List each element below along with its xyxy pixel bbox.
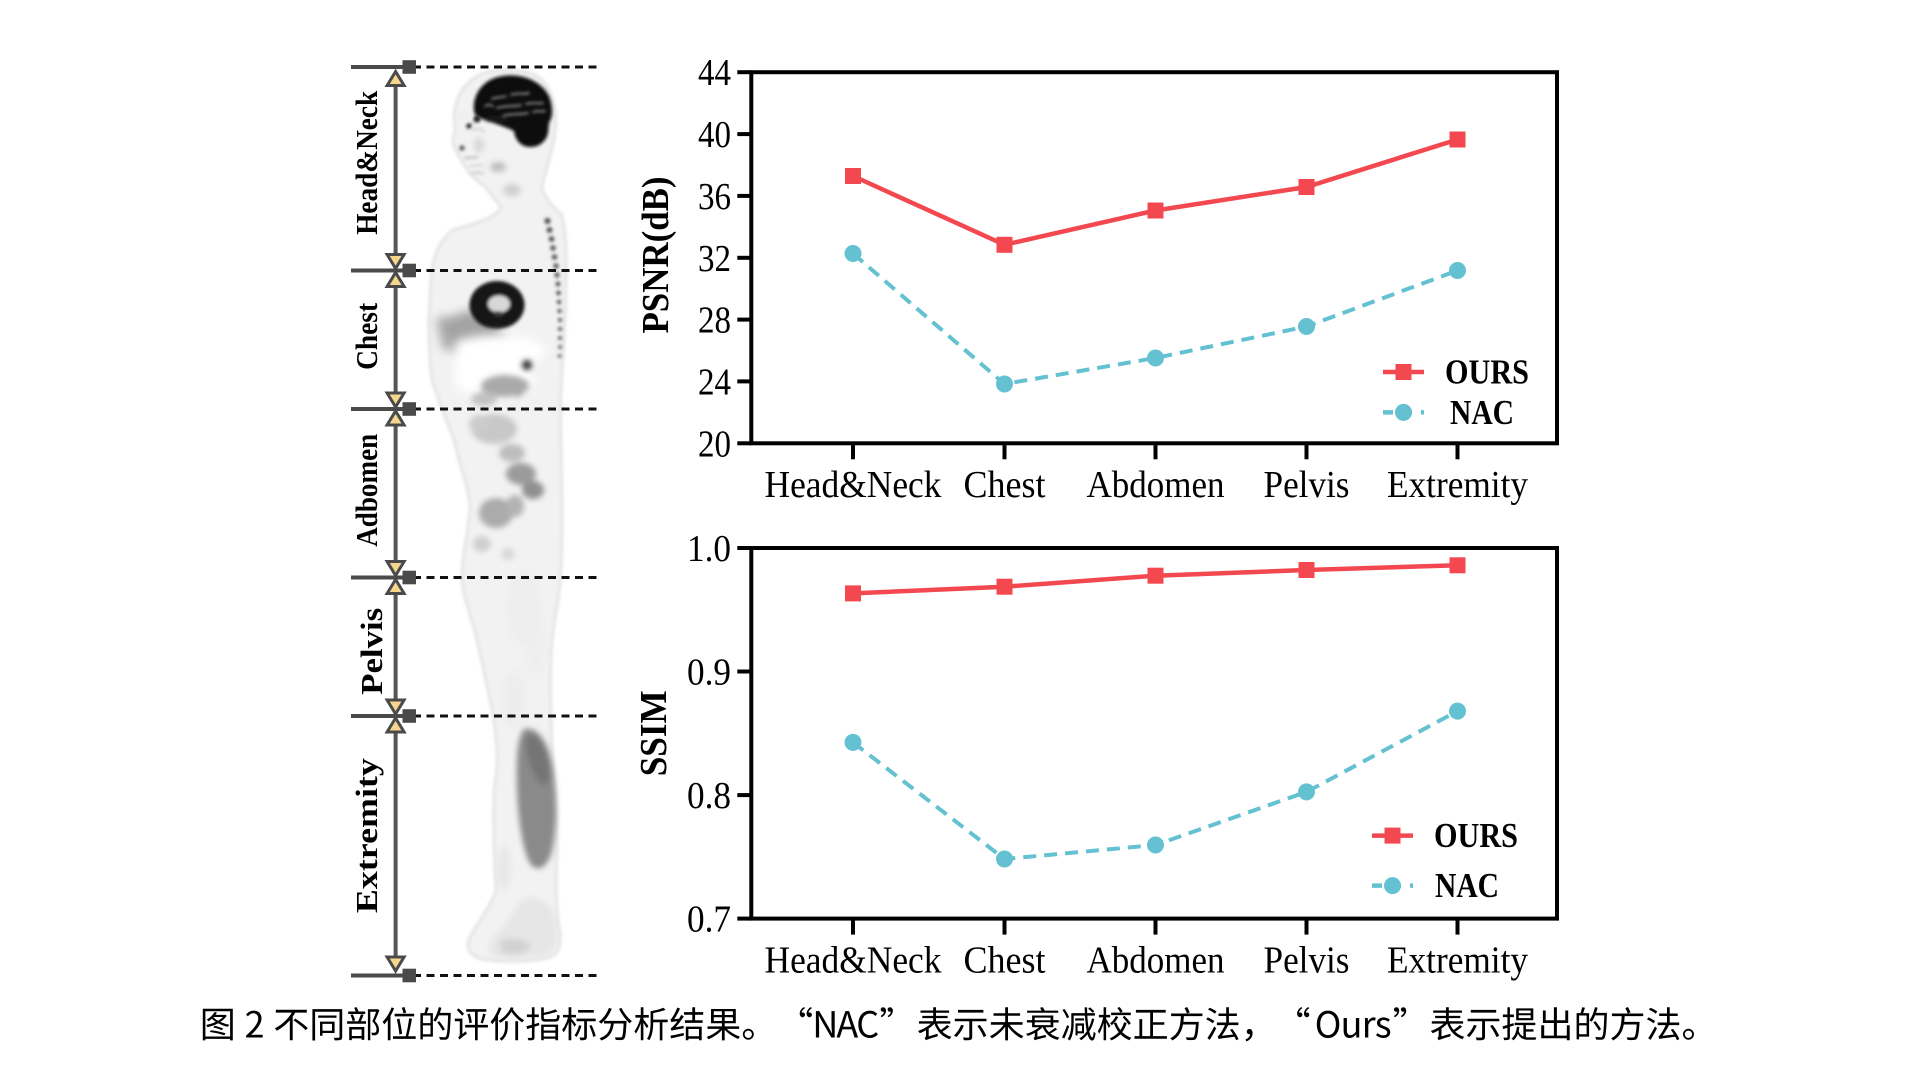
- svg-text:28: 28: [698, 300, 731, 342]
- svg-text:PSNR(dB): PSNR(dB): [635, 177, 677, 334]
- svg-text:OURS: OURS: [1445, 353, 1529, 392]
- svg-text:NAC: NAC: [1435, 866, 1499, 905]
- svg-text:Extremity: Extremity: [349, 758, 384, 914]
- svg-text:Extremity: Extremity: [1387, 464, 1528, 506]
- svg-text:0.8: 0.8: [687, 775, 731, 817]
- svg-text:Chest: Chest: [349, 302, 384, 370]
- svg-text:1.0: 1.0: [687, 528, 731, 570]
- svg-text:NAC: NAC: [1450, 393, 1514, 432]
- svg-text:0.9: 0.9: [687, 652, 731, 694]
- svg-text:Pelvis: Pelvis: [1264, 464, 1350, 506]
- svg-text:Abdomen: Abdomen: [1087, 939, 1225, 981]
- svg-text:Adbomen: Adbomen: [349, 434, 384, 547]
- svg-text:Abdomen: Abdomen: [1087, 464, 1225, 506]
- svg-text:32: 32: [698, 238, 731, 280]
- svg-text:36: 36: [698, 176, 731, 218]
- svg-text:24: 24: [698, 361, 731, 403]
- svg-text:Chest: Chest: [964, 939, 1046, 981]
- svg-text:Head&Neck: Head&Neck: [765, 939, 942, 981]
- svg-text:Head&Neck: Head&Neck: [765, 464, 942, 506]
- svg-text:Extremity: Extremity: [1387, 939, 1528, 981]
- svg-text:Head&Neck: Head&Neck: [349, 90, 384, 235]
- svg-text:Pelvis: Pelvis: [354, 608, 389, 695]
- svg-text:0.7: 0.7: [687, 899, 731, 941]
- svg-text:Pelvis: Pelvis: [1264, 939, 1350, 981]
- svg-text:Chest: Chest: [964, 464, 1046, 506]
- svg-text:20: 20: [698, 423, 731, 465]
- svg-text:40: 40: [698, 114, 731, 156]
- svg-text:SSIM: SSIM: [633, 690, 675, 776]
- svg-text:44: 44: [698, 52, 731, 94]
- svg-text:OURS: OURS: [1434, 816, 1518, 855]
